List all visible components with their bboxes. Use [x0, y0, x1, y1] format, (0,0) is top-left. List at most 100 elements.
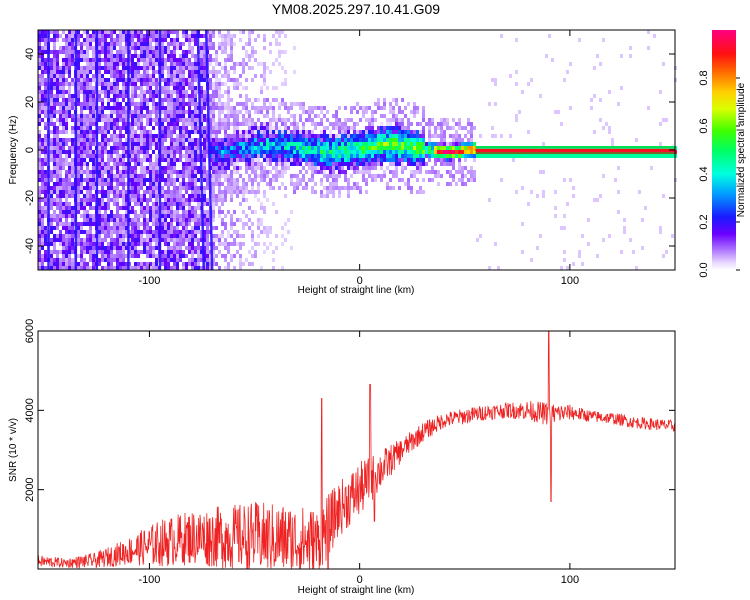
spectrogram-cell — [176, 242, 179, 246]
spectrogram-cell — [161, 218, 164, 222]
spectrogram-cell — [296, 142, 299, 146]
spectrogram-cell — [71, 42, 74, 46]
spectrogram-cell — [59, 266, 62, 270]
spectrogram-cell — [173, 46, 176, 50]
spectrogram-cell — [119, 218, 122, 222]
spectrogram-cell — [173, 118, 176, 122]
spectrogram-cell — [230, 190, 233, 194]
spectrogram-cell — [197, 146, 200, 150]
spectrogram-cell — [206, 246, 209, 250]
spectrogram-cell — [404, 138, 407, 142]
spectrogram-cell — [248, 174, 251, 178]
spectrogram-cell — [140, 118, 143, 122]
spectrogram-cell — [605, 150, 608, 154]
spectrogram-cell — [80, 146, 83, 150]
spectrogram-cell — [149, 98, 152, 102]
spectrogram-cell — [86, 238, 89, 242]
spectrogram-cell — [608, 234, 611, 238]
spectrogram-cell — [131, 238, 134, 242]
spectrogram-cell — [596, 150, 599, 154]
spectrogram-cell — [245, 170, 248, 174]
spectrogram-cell — [425, 170, 428, 174]
spectrogram-cell — [80, 110, 83, 114]
spectrogram-cell — [524, 150, 527, 154]
spectrogram-cell — [44, 178, 47, 182]
spectrogram-cell — [203, 238, 206, 242]
spectrogram-cell — [140, 166, 143, 170]
spectrogram-cell — [53, 50, 56, 54]
spectrogram-cell — [143, 246, 146, 250]
spectrogram-cell — [83, 222, 86, 226]
spectrogram-cell — [104, 30, 107, 34]
spectrogram-cell — [83, 210, 86, 214]
spectrogram-cell — [53, 42, 56, 46]
spectrogram-cell — [125, 78, 128, 82]
spectrogram-cell — [188, 230, 191, 234]
spectrogram-cell — [173, 202, 176, 206]
spectrogram-cell — [515, 146, 518, 150]
spectrogram-cell — [164, 98, 167, 102]
spectrogram-cell — [107, 102, 110, 106]
spectrogram-cell — [119, 222, 122, 226]
spectrogram-cell — [224, 242, 227, 246]
spectrogram-cell — [164, 154, 167, 158]
spectrogram-cell — [191, 122, 194, 126]
spectrogram-cell — [182, 222, 185, 226]
spectrogram-cell — [104, 206, 107, 210]
spectrogram-cell — [563, 258, 566, 262]
spectrogram-cell — [371, 166, 374, 170]
spectrogram-cell — [257, 242, 260, 246]
spectrogram-cell — [140, 142, 143, 146]
spectrogram-cell — [125, 174, 128, 178]
spectrogram-cell — [113, 254, 116, 258]
spectrogram-cell — [209, 118, 212, 122]
spectrogram-cell — [392, 186, 395, 190]
spectrogram-cell — [41, 238, 44, 242]
spectrogram-cell — [59, 122, 62, 126]
spectrogram-cell — [89, 122, 92, 126]
spectrogram-cell — [308, 118, 311, 122]
spectrogram-cell — [164, 34, 167, 38]
spectrogram-cell — [251, 130, 254, 134]
spectrogram-cell — [119, 110, 122, 114]
spectrogram-cell — [323, 146, 326, 150]
spectrogram-cell — [119, 174, 122, 178]
spectrogram-cell — [446, 146, 449, 150]
spectrogram-cell — [347, 118, 350, 122]
spectrogram-cell — [185, 234, 188, 238]
spectrogram-cell — [260, 130, 263, 134]
spectrogram-cell — [53, 122, 56, 126]
spectrogram-cell — [155, 94, 158, 98]
spectrogram-cell — [320, 158, 323, 162]
spectrogram-cell — [131, 78, 134, 82]
spectrogram-cell — [143, 38, 146, 42]
spectrogram-cell — [194, 162, 197, 166]
spectrogram-cell — [485, 154, 488, 158]
spectrogram-cell — [221, 242, 224, 246]
spectrogram-cell — [152, 106, 155, 110]
spectrogram-cell — [68, 70, 71, 74]
spectrogram-cell — [317, 138, 320, 142]
spectrogram-cell — [77, 54, 80, 58]
spectrogram-cell — [71, 166, 74, 170]
spectrogram-cell — [140, 206, 143, 210]
spectrogram-cell — [452, 118, 455, 122]
spectrogram-cell — [98, 222, 101, 226]
spectrogram-cell — [122, 178, 125, 182]
spectrogram-cell — [323, 170, 326, 174]
spectrogram-cell — [638, 154, 641, 158]
spectrogram-cell — [56, 190, 59, 194]
spectrogram-cell — [176, 226, 179, 230]
spectrogram-cell — [191, 54, 194, 58]
spectrogram-cell — [197, 118, 200, 122]
spectrogram-cell — [215, 254, 218, 258]
spectrogram-cell — [185, 82, 188, 86]
spectrogram-cell — [89, 78, 92, 82]
spectrogram-cell — [101, 194, 104, 198]
spectrogram-cell — [260, 138, 263, 142]
spectrogram-cell — [173, 138, 176, 142]
spectrogram-cell — [251, 182, 254, 186]
spectrogram-cell — [251, 146, 254, 150]
spectrogram-cell — [56, 82, 59, 86]
spectrogram-cell — [110, 86, 113, 90]
